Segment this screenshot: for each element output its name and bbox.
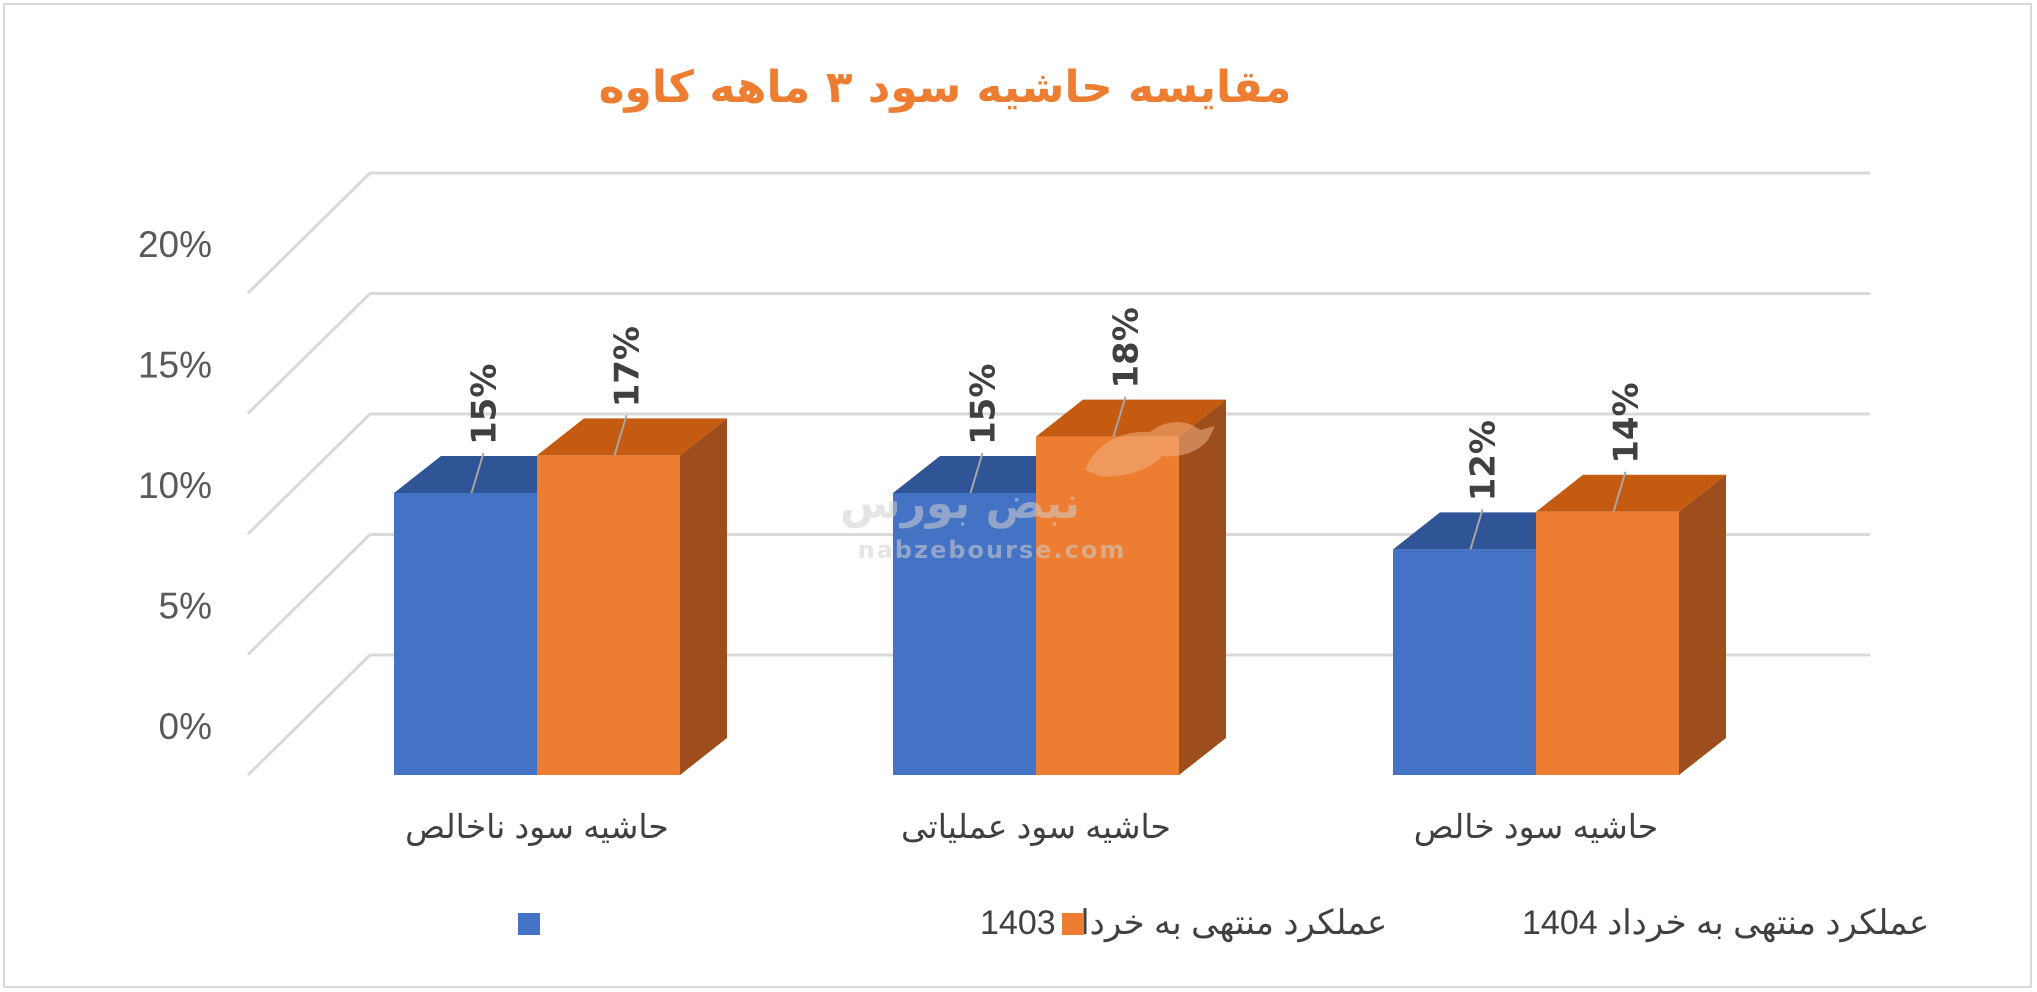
- data-label: 15%: [465, 364, 505, 445]
- bar-side: [1179, 399, 1226, 775]
- legend-swatch-1404: [1062, 913, 1084, 935]
- bar-top: [1536, 474, 1726, 512]
- data-label-leader: [1612, 471, 1627, 513]
- gridline-diagonal: [246, 171, 372, 295]
- data-label-leader: [969, 452, 984, 494]
- bar-front: [893, 493, 1036, 775]
- gridline-diagonal: [246, 292, 372, 415]
- legend-swatch-1403: [518, 913, 540, 935]
- x-category-label: حاشیه سود ناخالص: [405, 808, 669, 847]
- bar-front: [537, 455, 680, 775]
- data-label-leader: [470, 452, 485, 494]
- watermark-logo-text: نبض بورس: [840, 478, 1080, 529]
- y-tick-label: 15%: [138, 345, 212, 386]
- category-layer: حاشیه سود ناخالص حاشیه سود عملیاتی حاشیه س…: [405, 808, 1658, 847]
- bar-side: [680, 418, 727, 775]
- chart-title: مقایسه حاشیه سود ۳ ماهه کاوه: [599, 62, 1292, 113]
- data-label: 18%: [1107, 307, 1147, 388]
- data-label: 17%: [608, 326, 648, 407]
- bar-top: [537, 418, 727, 456]
- x-category-label: حاشیه سود خالص: [1414, 808, 1658, 847]
- bar-2-1: [1536, 474, 1726, 775]
- y-tick-label: 20%: [138, 224, 212, 265]
- y-tick-label: 0%: [159, 706, 212, 747]
- data-label: 14%: [1607, 382, 1647, 463]
- gridline-diagonal: [246, 412, 372, 536]
- legend-label-1403: عملکرد منتهی به خرداد 1403: [980, 904, 1387, 943]
- bar-top: [394, 456, 584, 493]
- bull-logo-icon: [1085, 421, 1215, 477]
- bar-1-1: [1036, 399, 1226, 775]
- bar-top: [893, 456, 1083, 493]
- watermark: نبض بورس nabzebourse.com: [840, 421, 1215, 564]
- bar-front: [1393, 549, 1536, 775]
- bar-front: [394, 493, 537, 775]
- data-label-leader: [1112, 396, 1127, 437]
- watermark-url: nabzebourse.com: [858, 536, 1127, 564]
- data-label-leader: [1469, 509, 1484, 550]
- bar-side: [1679, 474, 1726, 775]
- y-tick-label: 5%: [159, 586, 212, 627]
- data-label-leader: [613, 415, 628, 456]
- gridline-diagonal: [246, 533, 372, 656]
- y-tick-label: 10%: [138, 465, 212, 506]
- bar-front: [1036, 436, 1179, 775]
- bar-0-1: [537, 418, 727, 775]
- bars-layer: [394, 399, 1726, 775]
- data-label: 15%: [964, 364, 1004, 445]
- bar-top: [1393, 512, 1583, 550]
- x-category-label: حاشیه سود عملیاتی: [901, 808, 1171, 847]
- axis-layer: 0% 5% 10% 15% 20%: [138, 224, 212, 747]
- legend-label-1404: عملکرد منتهی به خرداد 1404: [1522, 904, 1929, 943]
- data-label: 12%: [1464, 420, 1504, 501]
- legend: عملکرد منتهی به خرداد 1403 عملکرد منتهی …: [518, 904, 1929, 943]
- labels-layer: 15% 17% 15% 18% 12% 14%: [465, 307, 1647, 550]
- bar-front: [1536, 511, 1679, 775]
- gridline-diagonal: [246, 653, 372, 777]
